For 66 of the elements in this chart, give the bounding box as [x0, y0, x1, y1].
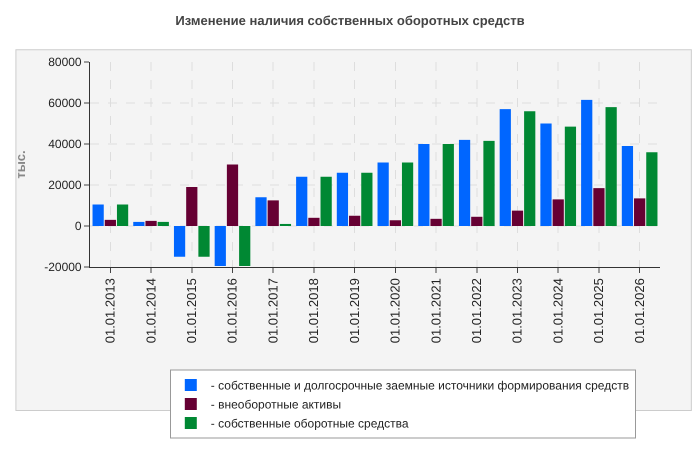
bar — [390, 220, 401, 226]
x-tick-label: 01.01.2019 — [346, 278, 362, 344]
x-tick-label: 01.01.2026 — [632, 278, 647, 344]
bar — [634, 198, 646, 226]
legend-label: - внеоборотные активы — [210, 398, 342, 412]
bar — [174, 226, 186, 257]
bar — [349, 216, 360, 226]
y-tick-label: 0 — [74, 219, 82, 234]
bar — [255, 197, 267, 226]
bar — [500, 109, 511, 226]
legend-label: - собственные оборотные средства — [210, 416, 409, 431]
x-tick-label: 01.01.2014 — [143, 278, 158, 344]
x-tick-label: 01.01.2023 — [510, 278, 525, 344]
x-tick-label: 01.01.2013 — [102, 278, 118, 344]
x-tick-label: 01.01.2021 — [428, 278, 444, 344]
bar — [116, 204, 128, 226]
y-tick-label: 80000 — [48, 55, 82, 70]
x-tick-label: 01.01.2017 — [265, 278, 280, 344]
legend-label: - собственные и долгосрочные заемные источники формирования средств — [210, 378, 630, 393]
bar — [239, 226, 250, 266]
bar — [540, 124, 552, 226]
bar — [186, 187, 198, 226]
bar — [378, 162, 389, 226]
bar — [320, 176, 332, 226]
bar — [198, 226, 210, 257]
bar — [483, 140, 495, 226]
bar — [606, 107, 617, 226]
bar — [308, 218, 320, 226]
bar — [512, 210, 524, 226]
y-axis-title: тыс. — [13, 150, 28, 179]
bar — [133, 222, 144, 226]
bar — [622, 146, 634, 226]
bar — [104, 220, 116, 226]
bar — [402, 162, 414, 226]
x-tick-label: 01.01.2024 — [550, 278, 566, 344]
y-tick-label: 60000 — [48, 96, 82, 110]
y-tick-label: 20000 — [48, 178, 82, 192]
bar — [458, 140, 470, 226]
x-tick-label: 01.01.2015 — [184, 278, 200, 344]
x-tick-label: 01.01.2020 — [388, 278, 403, 344]
x-tick-label: 01.01.2022 — [469, 278, 484, 344]
y-tick-label: 40000 — [48, 137, 82, 152]
bar — [430, 218, 442, 226]
bar — [361, 172, 372, 226]
x-tick-label: 01.01.2016 — [224, 278, 240, 344]
bar — [226, 164, 238, 226]
bar — [92, 204, 104, 226]
bar — [145, 220, 157, 226]
chart-title: Изменение наличия собственных оборотных средств — [175, 12, 525, 28]
bar — [214, 226, 226, 266]
bar — [336, 172, 348, 226]
x-tick-label: 01.01.2018 — [306, 278, 322, 344]
bar — [296, 176, 308, 226]
bar — [564, 126, 576, 226]
bar — [418, 144, 430, 226]
x-tick-label: 01.01.2025 — [591, 278, 606, 344]
bar — [268, 200, 279, 226]
bar — [581, 100, 592, 226]
y-tick-label: -20000 — [44, 260, 82, 274]
bar — [552, 199, 564, 226]
bar — [471, 216, 482, 226]
bar — [646, 152, 658, 226]
bar — [524, 111, 536, 226]
bar — [158, 222, 169, 226]
bar — [442, 144, 454, 226]
bar — [593, 188, 605, 226]
